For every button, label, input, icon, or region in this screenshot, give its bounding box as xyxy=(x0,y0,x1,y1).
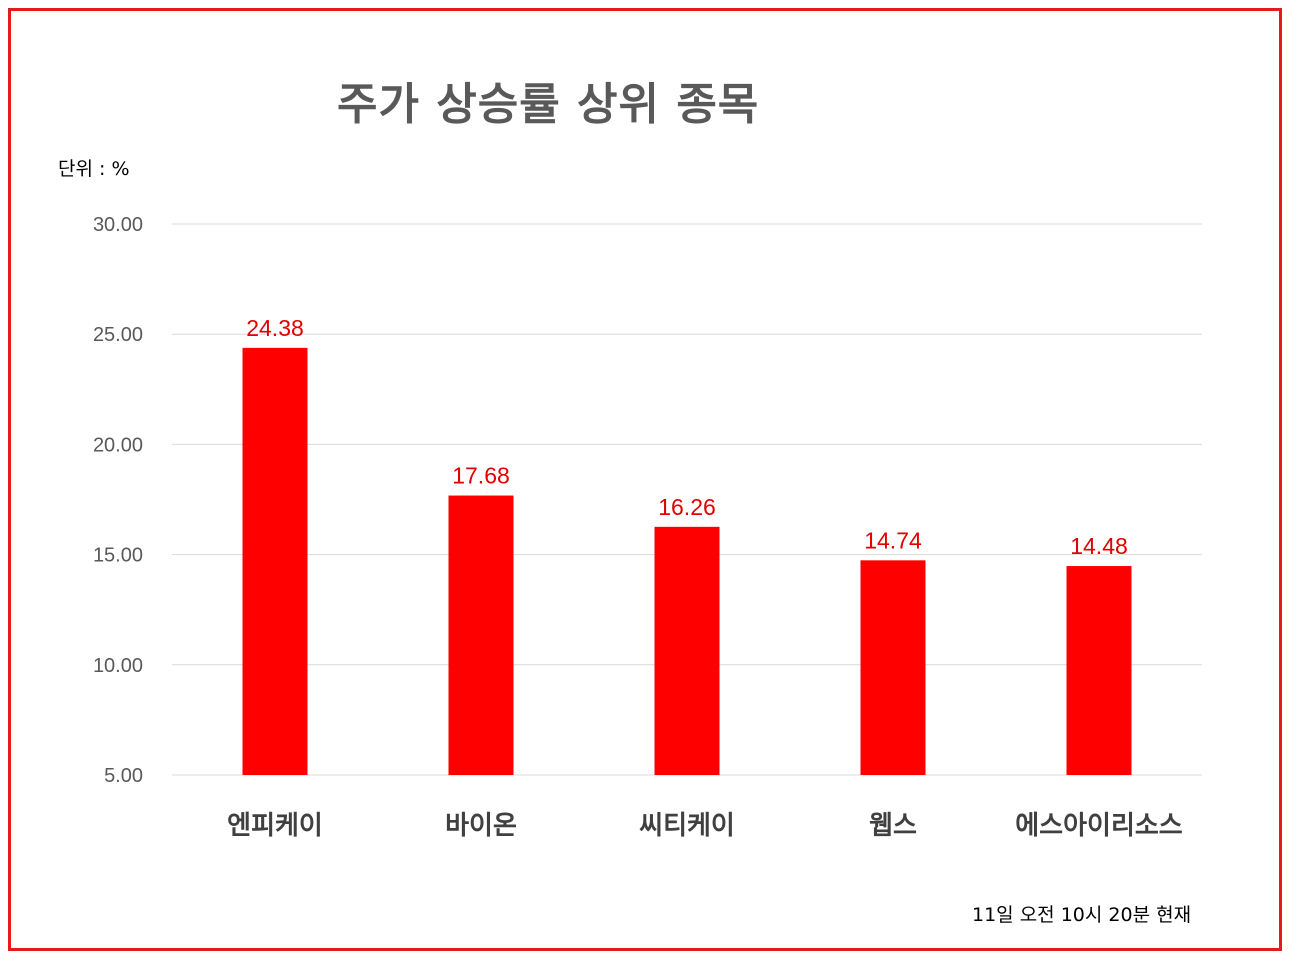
x-tick-label: 엔피케이 xyxy=(227,811,323,841)
x-tick-label: 씨티케이 xyxy=(639,811,735,841)
chart-frame xyxy=(8,8,1282,951)
bar-2 xyxy=(448,495,514,775)
y-tick-label: 15.00 xyxy=(93,545,143,567)
y-tick-label: 20.00 xyxy=(93,434,143,456)
bars xyxy=(242,347,1132,775)
data-labels: 24.38 17.68 16.26 14.74 14.48 xyxy=(246,315,1128,559)
data-label: 14.48 xyxy=(1070,533,1128,559)
bar-4 xyxy=(860,560,926,775)
data-label: 16.26 xyxy=(658,494,716,520)
x-tick-label: 에스아이리소스 xyxy=(1015,811,1183,841)
bar-3 xyxy=(654,526,720,775)
y-tick-label: 25.00 xyxy=(93,324,143,346)
data-label: 17.68 xyxy=(452,463,510,489)
x-tick-label: 바이온 xyxy=(445,811,517,841)
y-axis-ticks: 5.00 10.00 15.00 20.00 25.00 30.00 xyxy=(93,214,143,787)
data-label: 14.74 xyxy=(864,527,922,553)
x-axis-ticks: 엔피케이 바이온 씨티케이 웹스 에스아이리소스 xyxy=(227,811,1183,841)
data-label: 24.38 xyxy=(246,315,304,341)
chart-title: 주가 상승률 상위 종목 xyxy=(337,79,760,130)
bar-1 xyxy=(242,347,308,775)
timestamp-footnote: 11일 오전 10시 20분 현재 xyxy=(972,904,1192,926)
unit-label: 단위 : % xyxy=(58,158,130,180)
y-tick-label: 10.00 xyxy=(93,655,143,677)
x-tick-label: 웹스 xyxy=(869,811,917,841)
y-tick-label: 5.00 xyxy=(104,765,143,787)
bar-5 xyxy=(1066,566,1132,775)
y-tick-label: 30.00 xyxy=(93,214,143,236)
